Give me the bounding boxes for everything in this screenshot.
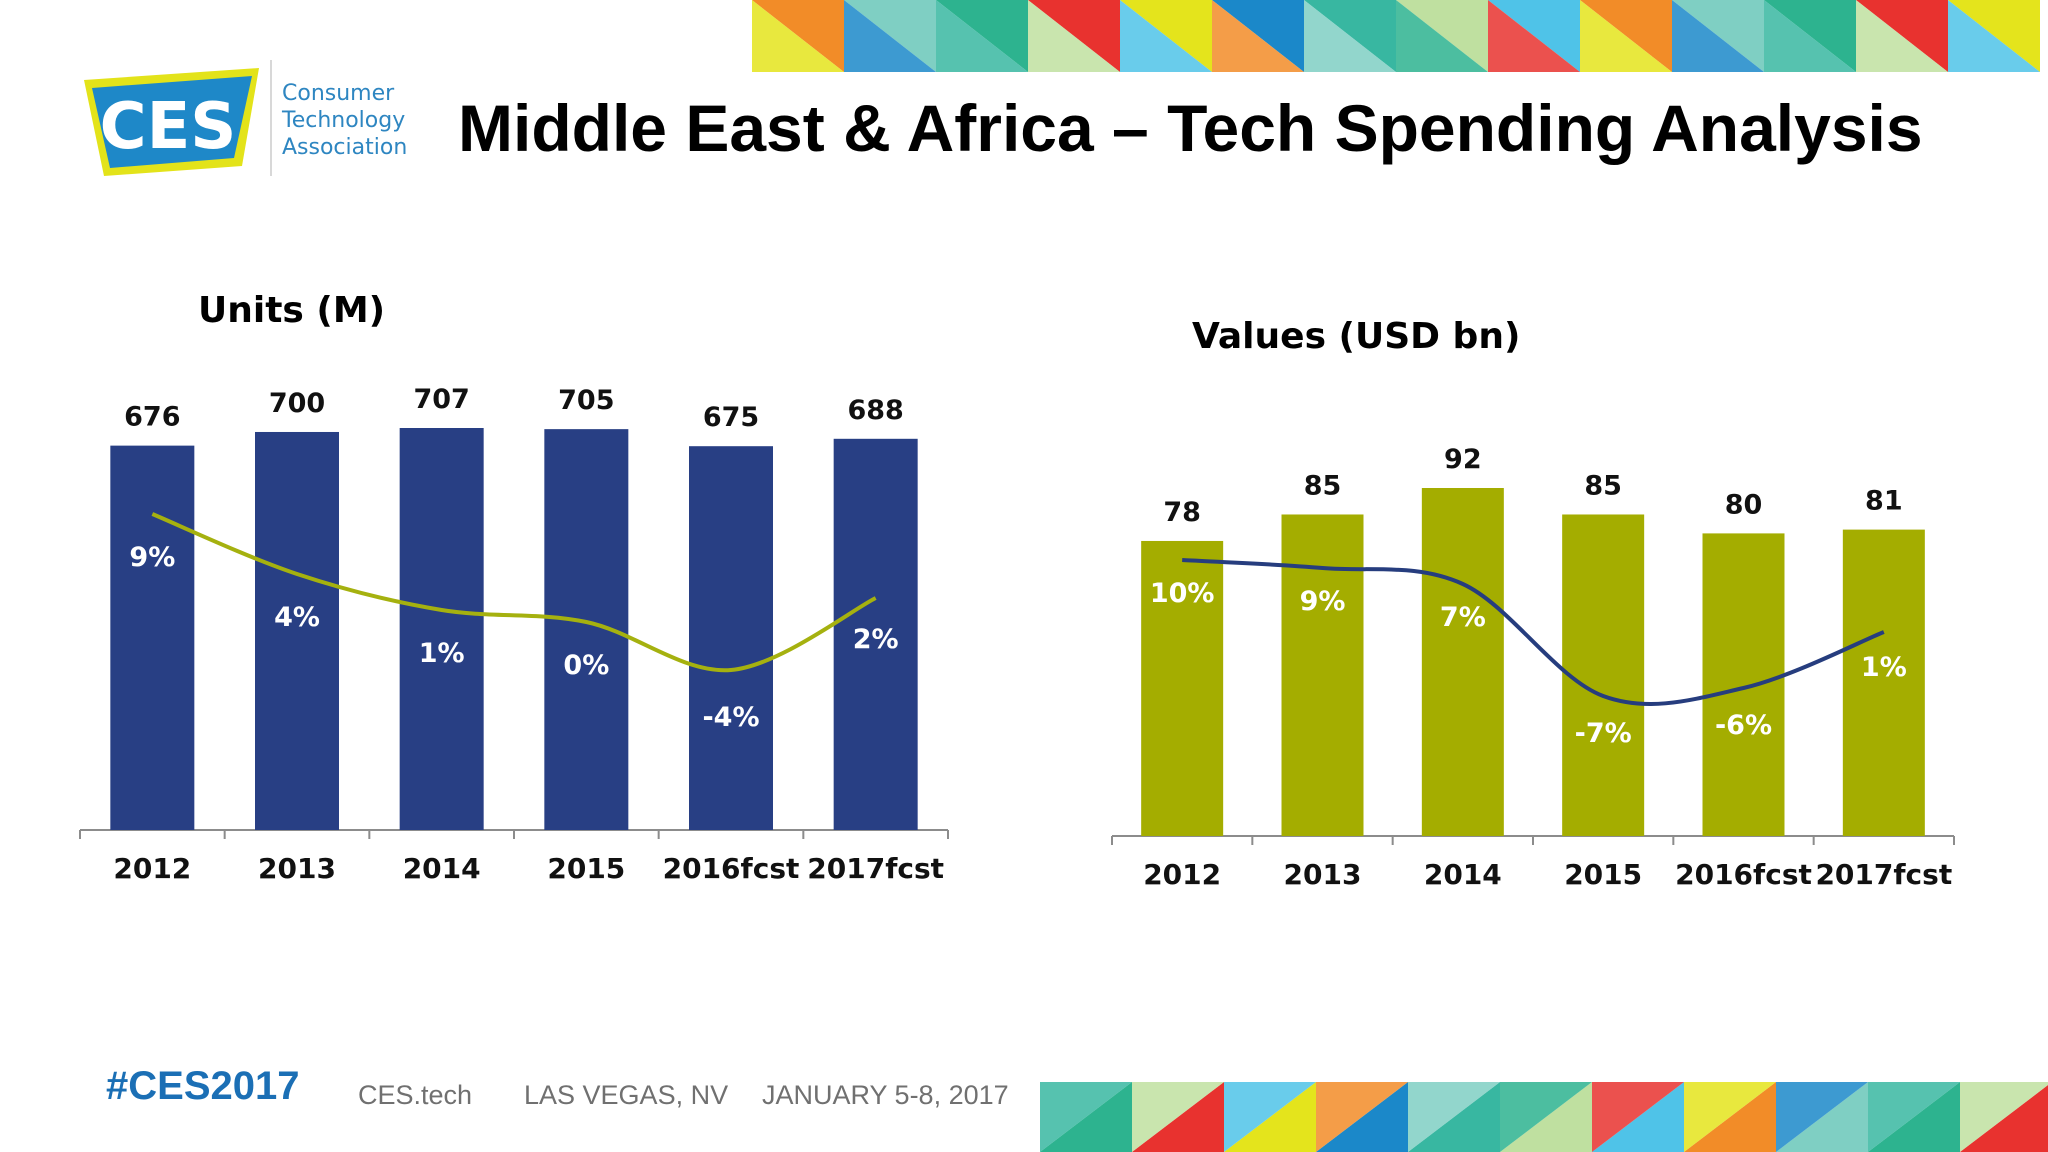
values-growth-label: 7% bbox=[1440, 602, 1486, 633]
logo-organization-name: Consumer Technology Association bbox=[282, 80, 407, 161]
values-value-label: 85 bbox=[1304, 470, 1342, 501]
deco-triangle-bottom bbox=[1132, 1082, 1224, 1152]
units-bar bbox=[833, 438, 918, 830]
deco-triangle-bottom bbox=[1224, 1082, 1316, 1152]
values-category-label: 2012 bbox=[1143, 858, 1221, 891]
values-bar bbox=[1702, 533, 1785, 836]
units-growth-label: 4% bbox=[274, 602, 320, 633]
units-chart-title: Units (M) bbox=[198, 290, 386, 331]
values-chart-title: Values (USD bn) bbox=[1192, 316, 1521, 357]
units-value-label: 688 bbox=[847, 395, 903, 426]
deco-triangle-bottom bbox=[1316, 1082, 1408, 1152]
units-growth-label: 0% bbox=[563, 650, 609, 681]
units-value-label: 707 bbox=[413, 384, 469, 415]
deco-triangle-top bbox=[752, 0, 844, 72]
deco-triangle-bottom bbox=[1868, 1082, 1960, 1152]
values-growth-label: 9% bbox=[1300, 586, 1346, 617]
deco-triangle-top bbox=[1764, 0, 1856, 72]
values-value-label: 81 bbox=[1865, 486, 1903, 517]
deco-triangle-top bbox=[1396, 0, 1488, 72]
logo-org-line-2: Technology bbox=[282, 108, 406, 133]
values-x-axis bbox=[1111, 835, 1955, 845]
units-growth-label: -4% bbox=[702, 702, 759, 733]
deco-triangle-bottom bbox=[1776, 1082, 1868, 1152]
deco-triangle-bottom bbox=[1592, 1082, 1684, 1152]
deco-triangle-top bbox=[1672, 0, 1764, 72]
values-value-label: 80 bbox=[1725, 489, 1763, 520]
footer-website: CES.tech bbox=[358, 1080, 473, 1110]
deco-triangle-top bbox=[1028, 0, 1120, 72]
footer-location: LAS VEGAS, NV bbox=[524, 1080, 729, 1110]
values-bar bbox=[1562, 514, 1645, 836]
units-value-label: 705 bbox=[558, 385, 614, 416]
units-category-label: 2014 bbox=[403, 852, 481, 885]
units-bar bbox=[110, 445, 195, 830]
values-category-label: 2014 bbox=[1424, 858, 1502, 891]
footer-dates: JANUARY 5-8, 2017 bbox=[762, 1080, 1009, 1110]
deco-triangle-top bbox=[1304, 0, 1396, 72]
values-value-label: 85 bbox=[1584, 470, 1622, 501]
units-growth-line bbox=[151, 512, 877, 673]
units-bar bbox=[399, 428, 484, 830]
deco-triangle-top bbox=[936, 0, 1028, 72]
values-category-label: 2017fcst bbox=[1815, 858, 1952, 891]
deco-triangle-top bbox=[1488, 0, 1580, 72]
units-x-axis bbox=[79, 829, 949, 839]
values-growth-label: 10% bbox=[1150, 578, 1215, 609]
deco-triangle-bottom bbox=[1960, 1082, 2048, 1152]
units-value-label: 700 bbox=[269, 388, 325, 419]
units-category-label: 2017fcst bbox=[807, 852, 944, 885]
deco-triangle-top bbox=[1948, 0, 2040, 72]
values-category-label: 2013 bbox=[1284, 858, 1362, 891]
values-growth-line bbox=[1182, 558, 1885, 706]
deco-triangle-bottom bbox=[1684, 1082, 1776, 1152]
values-bar bbox=[1842, 529, 1925, 836]
units-value-label: 675 bbox=[703, 402, 759, 433]
deco-triangle-top bbox=[1580, 0, 1672, 72]
values-bar bbox=[1281, 514, 1364, 836]
values-value-label: 78 bbox=[1163, 497, 1201, 528]
units-growth-label: 2% bbox=[853, 624, 899, 655]
units-value-label: 676 bbox=[124, 402, 180, 433]
deco-triangle-bottom bbox=[1500, 1082, 1592, 1152]
units-category-label: 2013 bbox=[258, 852, 336, 885]
values-growth-label: 1% bbox=[1861, 652, 1907, 683]
values-bar bbox=[1421, 488, 1504, 836]
units-bar bbox=[689, 446, 773, 830]
deco-triangle-bottom bbox=[1408, 1082, 1500, 1152]
units-bar bbox=[255, 431, 339, 830]
values-bar bbox=[1141, 540, 1224, 836]
ces-logo-icon: CES bbox=[84, 68, 259, 176]
logo-org-line-3: Association bbox=[282, 135, 408, 160]
footer-hashtag: #CES2017 bbox=[106, 1064, 300, 1108]
deco-triangle-top bbox=[1856, 0, 1948, 72]
logo-divider bbox=[270, 60, 272, 176]
values-growth-label: -6% bbox=[1715, 710, 1772, 741]
units-growth-label: 1% bbox=[419, 638, 465, 669]
values-category-label: 2015 bbox=[1564, 858, 1642, 891]
values-value-label: 92 bbox=[1444, 444, 1482, 475]
units-category-label: 2015 bbox=[547, 852, 625, 885]
values-growth-label: -7% bbox=[1575, 718, 1632, 749]
units-category-label: 2016fcst bbox=[663, 852, 800, 885]
units-category-label: 2012 bbox=[113, 852, 191, 885]
slide-title: Middle East & Africa – Tech Spending Ana… bbox=[458, 91, 1923, 165]
deco-triangle-top bbox=[1120, 0, 1212, 72]
deco-triangle-top bbox=[844, 0, 936, 72]
logo-org-line-1: Consumer bbox=[282, 81, 395, 106]
logo-mark-text: CES bbox=[100, 90, 237, 164]
values-category-label: 2016fcst bbox=[1675, 858, 1812, 891]
deco-triangle-top bbox=[1212, 0, 1304, 72]
units-growth-label: 9% bbox=[129, 542, 175, 573]
deco-triangle-bottom bbox=[1960, 1085, 2048, 1152]
deco-triangle-bottom bbox=[1040, 1082, 1132, 1152]
